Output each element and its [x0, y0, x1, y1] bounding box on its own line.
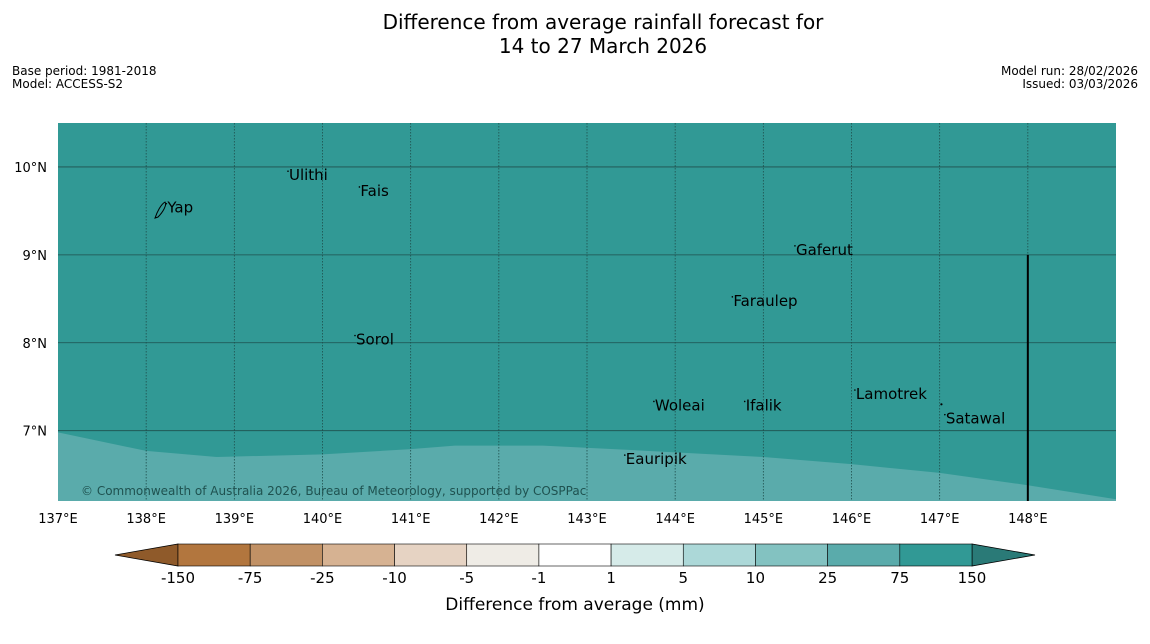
- colorbar-tick-label: -75: [238, 569, 263, 587]
- island-marker: [358, 186, 361, 188]
- place-label: Ulithi: [289, 166, 328, 184]
- lon-tick-label: 138°E: [126, 512, 166, 527]
- island-marker: [287, 170, 289, 172]
- colorbar-extend-low: [114, 543, 179, 567]
- island-marker: [854, 389, 856, 391]
- colorbar-tick-label: -150: [161, 569, 195, 587]
- lat-tick-label: 7°N: [23, 425, 48, 440]
- map-area: Ulithi Fais Yap Gaferut Faraulep Sorol Lamotre…: [58, 123, 1116, 501]
- place-label: Satawal: [946, 410, 1005, 428]
- lat-tick-label: 8°N: [23, 337, 48, 352]
- colorbar-tick-label: 10: [746, 569, 765, 587]
- place-label: Ifalik: [746, 396, 782, 414]
- meta-right: Model run: 28/02/2026 Issued: 03/03/2026: [1001, 65, 1138, 91]
- lat-tick-label: 9°N: [23, 249, 48, 264]
- meta-left: Base period: 1981-2018 Model: ACCESS-S2: [12, 65, 157, 91]
- colorbar-tick-label: 75: [890, 569, 909, 587]
- colorbar-swatch: [682, 543, 756, 567]
- island-marker: [165, 202, 168, 205]
- place-label: Sorol: [356, 331, 394, 349]
- colorbar-swatch: [322, 543, 395, 567]
- lon-tick-label: 144°E: [655, 512, 695, 527]
- lon-tick-label: 142°E: [479, 512, 519, 527]
- lon-tick-label: 148°E: [1008, 512, 1048, 527]
- island-marker: [731, 296, 734, 298]
- place-label: Woleai: [655, 396, 705, 414]
- place-label: Faraulep: [733, 292, 797, 310]
- lon-tick-label: 146°E: [832, 512, 872, 527]
- lon-tick-label: 139°E: [215, 512, 255, 527]
- place-label: Gaferut: [796, 241, 853, 259]
- colorbar-label: Difference from average (mm): [445, 595, 704, 615]
- lon-tick-label: 145°E: [744, 512, 784, 527]
- place-label: Eauripik: [626, 450, 687, 468]
- colorbar-tick-label: -1: [531, 569, 546, 587]
- yap-island-icon: [154, 201, 167, 219]
- colorbar: -150 -75 -25 -10 -5 -1 1 5 10 25 75 150 Difference f…: [114, 543, 1036, 615]
- model-name: Model: ACCESS-S2: [12, 77, 124, 91]
- island-marker: [354, 334, 356, 337]
- colorbar-tick-label: 1: [606, 569, 616, 587]
- lon-tick-label: 143°E: [567, 512, 607, 527]
- colorbar-tick-label: -5: [459, 569, 474, 587]
- colorbar-tick-label: 25: [818, 569, 837, 587]
- colorbar-swatch: [394, 543, 468, 567]
- place-label: Fais: [360, 182, 389, 200]
- map-axes: 137°E 138°E 139°E 140°E 141°E 142°E 143°E 144°E…: [14, 161, 1047, 527]
- lon-tick-label: 141°E: [391, 512, 431, 527]
- colorbar-swatch: [755, 543, 828, 567]
- title-line-1: Difference from average rainfall forecas…: [382, 10, 824, 34]
- issued-date: Issued: 03/03/2026: [1022, 77, 1138, 91]
- colorbar-swatch: [899, 543, 973, 567]
- colorbar-tick-label: -10: [382, 569, 407, 587]
- place-label: Lamotrek: [856, 385, 927, 403]
- island-marker: [944, 413, 946, 416]
- lon-tick-label: 137°E: [38, 512, 78, 527]
- lat-tick-label: 10°N: [14, 161, 47, 176]
- colorbar-tick-label: 150: [958, 569, 987, 587]
- island-marker: [743, 400, 746, 403]
- colorbar-tick-label: -25: [310, 569, 335, 587]
- model-run: Model run: 28/02/2026: [1000, 64, 1138, 78]
- colorbar-swatch: [610, 543, 684, 567]
- colorbar-swatch: [466, 543, 540, 567]
- colorbar-swatch: [538, 543, 612, 567]
- place-label: Yap: [166, 199, 193, 217]
- island-marker: [794, 245, 796, 247]
- title-line-2: 14 to 27 March 2026: [498, 34, 708, 58]
- colorbar-swatch: [177, 543, 251, 567]
- colorbar-tick-label: 5: [678, 569, 688, 587]
- map-title: Difference from average rainfall forecas…: [0, 10, 1150, 58]
- colorbar-swatch: [827, 543, 901, 567]
- copyright-text: © Commonwealth of Australia 2026, Bureau…: [81, 484, 586, 498]
- lon-tick-label: 140°E: [303, 512, 343, 527]
- island-marker: [653, 400, 655, 403]
- colorbar-extend-high: [971, 543, 1036, 567]
- islet-marker: [940, 403, 943, 406]
- colorbar-swatch: [249, 543, 323, 567]
- island-marker: [623, 454, 626, 456]
- base-period: Base period: 1981-2018: [12, 64, 157, 78]
- lon-tick-label: 147°E: [920, 512, 960, 527]
